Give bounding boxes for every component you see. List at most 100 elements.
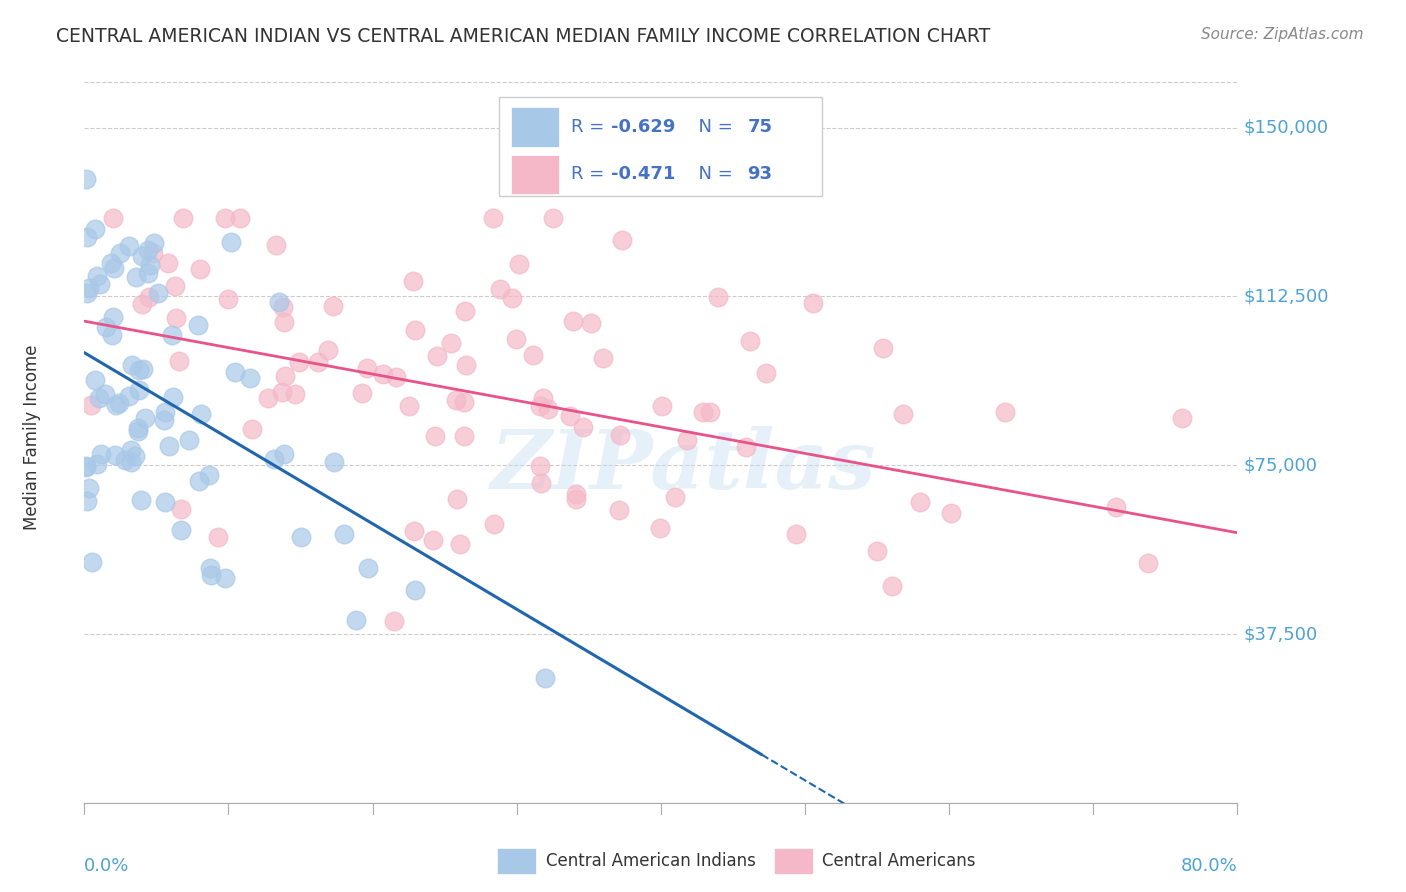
Point — [785, 527, 807, 541]
Point — [558, 409, 581, 423]
Point — [264, 238, 287, 252]
Point — [153, 413, 176, 427]
Point — [124, 449, 146, 463]
Point — [75, 459, 97, 474]
Point — [648, 521, 671, 535]
Point — [440, 335, 463, 350]
Text: CENTRAL AMERICAN INDIAN VS CENTRAL AMERICAN MEDIAN FAMILY INCOME CORRELATION CHA: CENTRAL AMERICAN INDIAN VS CENTRAL AMERI… — [56, 27, 990, 45]
Point — [267, 295, 290, 310]
Point — [541, 211, 564, 225]
Point — [529, 459, 551, 474]
FancyBboxPatch shape — [510, 107, 560, 146]
Point — [446, 491, 468, 506]
Point — [453, 429, 475, 443]
Point — [1104, 500, 1126, 515]
Point — [163, 279, 186, 293]
Point — [1136, 556, 1159, 570]
Point — [323, 455, 346, 469]
Point — [114, 453, 136, 467]
Point — [104, 448, 127, 462]
Point — [257, 391, 280, 405]
Point — [165, 311, 187, 326]
Point — [1171, 410, 1194, 425]
Point — [290, 530, 312, 544]
Point — [76, 230, 98, 244]
Point — [167, 354, 190, 368]
Point — [77, 281, 100, 295]
Point — [77, 481, 100, 495]
Point — [117, 389, 139, 403]
Point — [891, 408, 914, 422]
Point — [84, 373, 107, 387]
Point — [128, 363, 150, 377]
Point — [273, 447, 295, 461]
Point — [142, 246, 165, 260]
Point — [444, 392, 467, 407]
Point — [121, 358, 143, 372]
Point — [536, 402, 558, 417]
Point — [93, 387, 115, 401]
Point — [219, 235, 242, 249]
Point — [75, 459, 97, 474]
Point — [146, 286, 169, 301]
Point — [139, 258, 162, 272]
Point — [482, 516, 505, 531]
Point — [561, 313, 583, 327]
Point — [344, 613, 367, 627]
Point — [592, 351, 614, 365]
Point — [127, 421, 149, 435]
Point — [307, 355, 329, 369]
Text: -0.629: -0.629 — [612, 118, 676, 136]
Point — [76, 285, 98, 300]
Point — [488, 282, 510, 296]
Point — [882, 579, 904, 593]
Point — [456, 359, 478, 373]
Point — [287, 354, 309, 368]
Text: Median Family Income: Median Family Income — [24, 344, 42, 530]
Point — [534, 671, 557, 685]
Point — [530, 475, 553, 490]
Point — [200, 567, 222, 582]
Point — [425, 429, 447, 443]
Point — [607, 502, 630, 516]
Point — [89, 277, 111, 291]
Point — [357, 561, 380, 575]
Point — [398, 399, 420, 413]
Point — [228, 211, 250, 225]
Point — [352, 386, 374, 401]
Point — [522, 348, 544, 362]
Point — [131, 249, 153, 263]
Point — [129, 492, 152, 507]
Point — [76, 493, 98, 508]
Point — [179, 433, 201, 447]
Point — [101, 327, 124, 342]
Point — [994, 405, 1017, 419]
Text: Source: ZipAtlas.com: Source: ZipAtlas.com — [1201, 27, 1364, 42]
Point — [172, 211, 194, 225]
Point — [157, 256, 180, 270]
Point — [676, 433, 699, 447]
Point — [153, 495, 176, 509]
Point — [271, 384, 294, 399]
Point — [83, 222, 105, 236]
Point — [86, 458, 108, 472]
Point — [706, 290, 728, 304]
FancyBboxPatch shape — [499, 97, 823, 195]
Point — [157, 439, 180, 453]
Point — [529, 399, 551, 413]
Text: N =: N = — [688, 166, 738, 184]
Text: R =: R = — [571, 166, 610, 184]
Text: $75,000: $75,000 — [1243, 456, 1317, 475]
Point — [402, 524, 425, 539]
Point — [187, 474, 209, 488]
Point — [125, 270, 148, 285]
Point — [224, 365, 246, 379]
Point — [531, 391, 554, 405]
Point — [274, 368, 297, 383]
Point — [214, 211, 236, 225]
Point — [127, 424, 149, 438]
Point — [136, 243, 159, 257]
Text: 93: 93 — [748, 166, 772, 184]
Point — [187, 318, 209, 333]
Point — [120, 443, 142, 458]
